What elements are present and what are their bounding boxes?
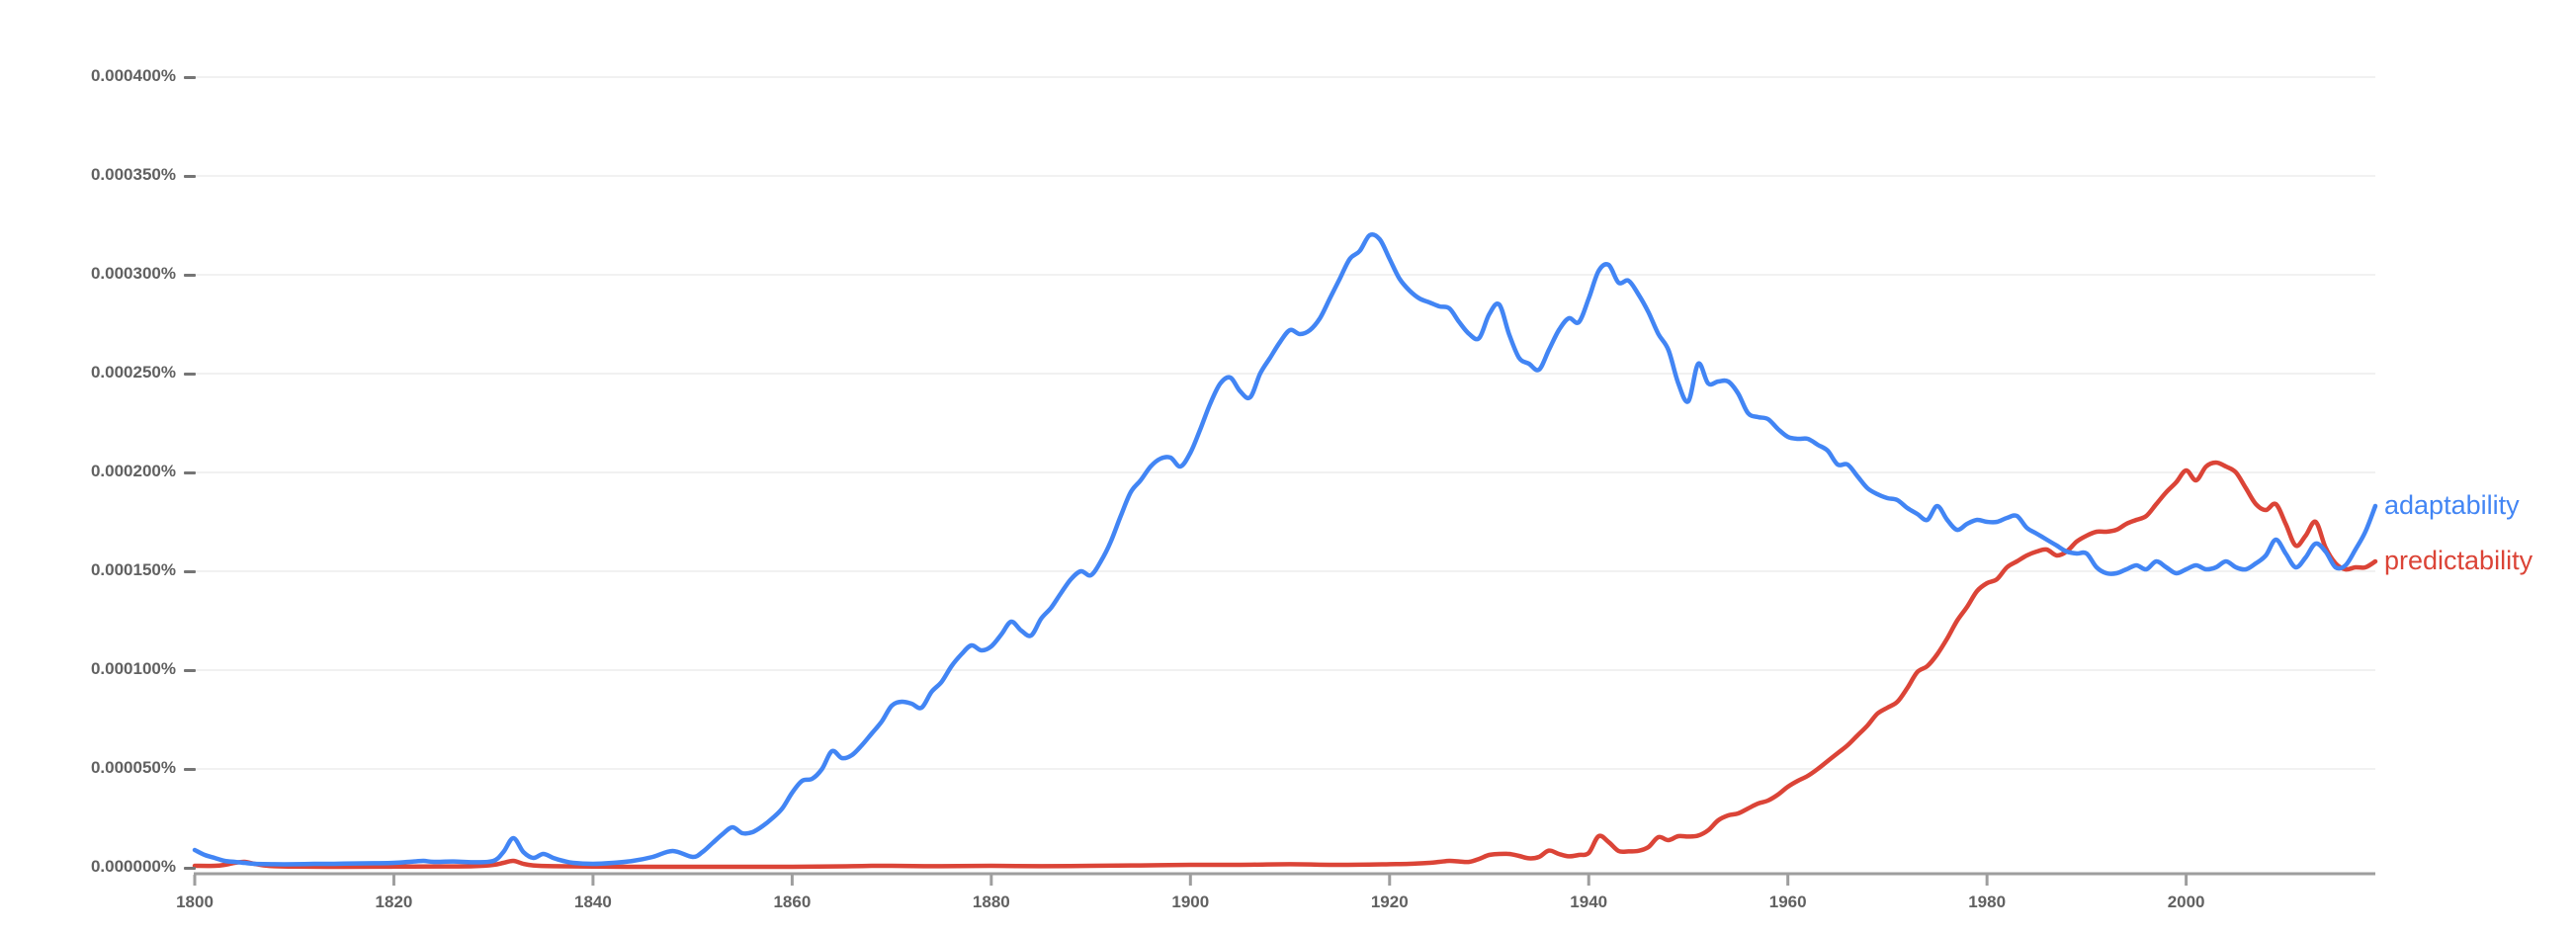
y-axis-tick-mark (184, 174, 196, 178)
y-axis-tick-label: 0.000250% (90, 363, 176, 382)
y-axis-tick-label: 0.000050% (90, 758, 176, 777)
series-label-predictability[interactable]: predictability (2384, 546, 2533, 575)
x-axis-tick-label: 1980 (1968, 892, 2007, 911)
y-axis-tick-mark (184, 866, 196, 870)
y-axis-tick-mark (184, 767, 196, 771)
y-axis-tick-label: 0.000400% (90, 66, 176, 85)
y-axis-tick-label: 0.000100% (90, 659, 176, 678)
x-axis-tick-label: 1860 (773, 892, 812, 911)
y-axis-tick-mark (184, 470, 196, 474)
x-axis-tick-label: 1800 (176, 892, 214, 911)
y-axis-tick-mark (184, 273, 196, 277)
x-axis-tick-label: 1840 (574, 892, 612, 911)
x-axis-tick-label: 1940 (1570, 892, 1608, 911)
y-axis-tick-label: 0.000350% (90, 165, 176, 184)
series-label-adaptability[interactable]: adaptability (2384, 490, 2520, 520)
y-axis-tick-mark (184, 75, 196, 79)
y-axis-tick-mark (184, 372, 196, 376)
x-axis-tick-label: 1880 (972, 892, 1010, 911)
series-line-adaptability[interactable] (192, 231, 2378, 867)
x-axis-tick-label: 1820 (375, 892, 413, 911)
y-axis-tick-label: 0.000150% (90, 560, 176, 579)
x-axis-tick-label: 1960 (1768, 892, 1807, 911)
x-axis-tick-label: 1900 (1171, 892, 1210, 911)
x-axis-tick-label: 1920 (1370, 892, 1409, 911)
y-axis-tick-label: 0.000300% (90, 264, 176, 283)
y-axis-tick-mark (184, 569, 196, 573)
x-axis-tick-label: 2000 (2167, 892, 2205, 911)
series-line-predictability[interactable] (192, 460, 2378, 870)
y-axis-tick-mark (184, 668, 196, 672)
y-axis-tick-label: 0.000200% (90, 462, 176, 480)
y-axis-tick-label: 0.000000% (90, 857, 176, 876)
